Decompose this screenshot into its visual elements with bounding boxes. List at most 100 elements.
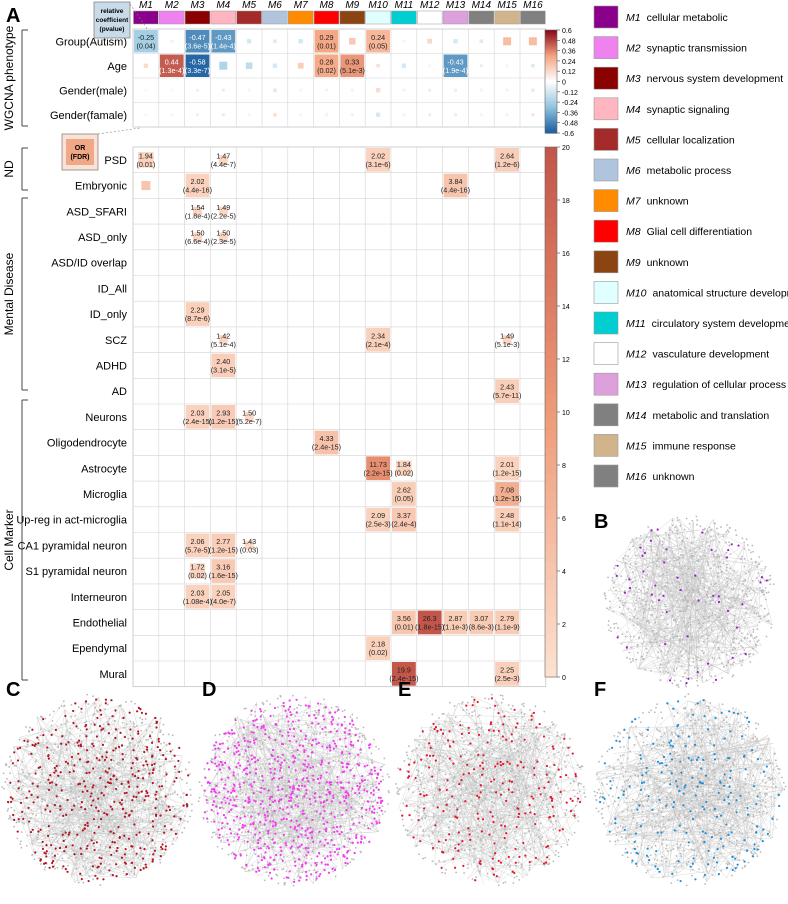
correlation-cell bbox=[401, 63, 407, 68]
network-node bbox=[765, 635, 768, 638]
network-node bbox=[136, 864, 139, 867]
network-node bbox=[20, 831, 23, 834]
legend-module-name: cellular metabolic bbox=[647, 12, 728, 24]
coefficient-colorbar-segment bbox=[545, 120, 557, 124]
network-node bbox=[745, 593, 747, 595]
enrichment-cell bbox=[495, 662, 519, 686]
network-edge bbox=[685, 559, 704, 634]
network-node bbox=[13, 764, 16, 767]
network-node bbox=[619, 600, 622, 602]
module-node bbox=[122, 716, 125, 719]
network-node bbox=[89, 783, 92, 786]
network-node bbox=[734, 647, 737, 650]
network-node bbox=[672, 636, 675, 638]
module-node bbox=[155, 790, 158, 793]
coefficient-colorbar-segment bbox=[545, 74, 557, 77]
network-node bbox=[627, 608, 630, 610]
network-node bbox=[169, 760, 171, 763]
row-label: S1 pyramidal neuron bbox=[25, 566, 127, 578]
module-node bbox=[244, 749, 247, 752]
module-node bbox=[133, 823, 136, 826]
network-node bbox=[92, 861, 94, 863]
network-node bbox=[125, 701, 127, 703]
network-node bbox=[171, 748, 174, 751]
cell-fdr: (2.3e-5) bbox=[211, 237, 236, 246]
network-node bbox=[172, 805, 175, 808]
network-node bbox=[303, 856, 306, 858]
network-node bbox=[160, 765, 163, 768]
module-node bbox=[309, 831, 312, 834]
legend-module-name: Glial cell differentiation bbox=[647, 226, 753, 238]
network-node bbox=[687, 599, 689, 602]
network-node bbox=[607, 576, 609, 579]
legend-module-name: unknown bbox=[647, 257, 689, 269]
network-node bbox=[158, 765, 161, 768]
network-edge bbox=[649, 561, 694, 577]
network-node bbox=[376, 811, 379, 814]
module-node bbox=[717, 595, 720, 598]
network-node bbox=[648, 641, 651, 644]
module-node bbox=[114, 787, 118, 791]
network-edge bbox=[56, 862, 72, 875]
network-node bbox=[268, 748, 270, 751]
network-node bbox=[691, 620, 694, 623]
network-node bbox=[726, 622, 729, 625]
network-node bbox=[142, 735, 145, 738]
cell-fdr: (3.1e-6) bbox=[366, 160, 391, 169]
network-node bbox=[69, 855, 72, 858]
module-node bbox=[359, 840, 363, 843]
network-node bbox=[760, 589, 763, 592]
network-node bbox=[371, 800, 374, 803]
odds-colorbar-segment bbox=[545, 306, 557, 316]
module-node bbox=[281, 753, 284, 756]
network-node bbox=[148, 775, 151, 777]
network-node bbox=[714, 613, 717, 616]
cell-fdr: (4.4e-16) bbox=[183, 186, 212, 195]
network-node bbox=[617, 627, 619, 630]
module-node bbox=[301, 865, 304, 868]
network-node bbox=[358, 736, 361, 739]
module-node bbox=[264, 728, 267, 731]
network-node bbox=[746, 595, 748, 598]
network-node bbox=[99, 748, 102, 751]
network-node bbox=[34, 770, 37, 772]
network-node bbox=[134, 702, 136, 705]
network-panel-D bbox=[197, 694, 390, 887]
cell-odds-ratio: 3.07 bbox=[474, 614, 488, 623]
network-node bbox=[696, 674, 699, 677]
network-node bbox=[319, 804, 322, 807]
network-edge bbox=[46, 808, 101, 825]
network-edge bbox=[86, 718, 155, 760]
network-node bbox=[698, 593, 701, 596]
network-edge bbox=[147, 779, 163, 866]
network-edge bbox=[71, 874, 76, 883]
network-node bbox=[108, 863, 111, 866]
module-node bbox=[323, 809, 326, 813]
network-edge bbox=[18, 741, 28, 774]
network-node bbox=[245, 744, 248, 747]
network-node bbox=[753, 611, 756, 614]
module-node bbox=[300, 833, 303, 836]
network-node bbox=[312, 827, 314, 830]
network-edge bbox=[24, 737, 165, 856]
module-node bbox=[62, 839, 65, 842]
network-node bbox=[663, 635, 666, 638]
network-node bbox=[687, 625, 690, 628]
module-node bbox=[231, 732, 234, 735]
network-node bbox=[115, 769, 118, 772]
network-node bbox=[386, 773, 389, 776]
module-node bbox=[267, 829, 270, 833]
module-node bbox=[329, 730, 332, 733]
network-node bbox=[697, 641, 700, 643]
module-node bbox=[140, 790, 143, 793]
network-node bbox=[276, 874, 279, 877]
network-node bbox=[652, 607, 655, 610]
module-node bbox=[158, 748, 162, 752]
module-node bbox=[53, 771, 56, 774]
coefficient-colorbar-segment bbox=[545, 45, 557, 48]
module-node bbox=[321, 745, 324, 748]
network-node bbox=[318, 785, 321, 788]
network-node bbox=[92, 878, 95, 881]
network-node bbox=[641, 605, 644, 608]
module-node bbox=[99, 818, 103, 821]
